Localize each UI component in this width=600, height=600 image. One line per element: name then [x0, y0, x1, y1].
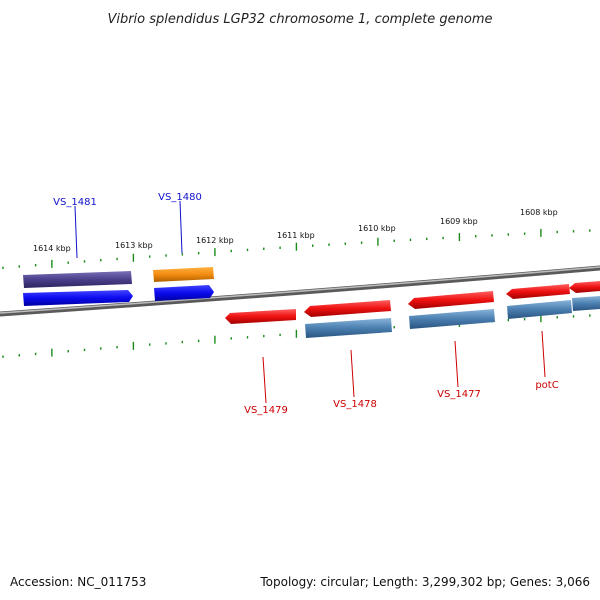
kbp-label-1610: 1610 kbp	[358, 224, 396, 233]
gene-vs1478-track1[interactable]	[304, 300, 391, 317]
leader-vs1480	[179, 200, 183, 254]
inner-tick-ring	[2, 314, 591, 358]
kbp-label-1608: 1608 kbp	[520, 208, 558, 217]
gene-vs1481-track1[interactable]	[23, 271, 132, 288]
gene-next-track1[interactable]	[569, 281, 600, 293]
gene-label-vs1481[interactable]: VS_1481	[53, 197, 97, 208]
gene-vs1477-track1[interactable]	[408, 291, 494, 309]
kbp-label-1614: 1614 kbp	[33, 244, 71, 253]
kbp-label-1613: 1613 kbp	[115, 241, 153, 250]
leader-vs1481	[74, 205, 78, 259]
gene-label-potc[interactable]: potC	[535, 380, 558, 391]
accession-text: Accession: NC_011753	[10, 575, 146, 589]
kbp-label-1611: 1611 kbp	[277, 231, 315, 240]
leader-potc	[541, 330, 546, 378]
gene-label-vs1479[interactable]: VS_1479	[244, 405, 288, 416]
gene-vs1480-track2[interactable]	[154, 285, 214, 301]
chromosome-backbone-highlight	[0, 266, 600, 314]
gene-label-vs1478[interactable]: VS_1478	[333, 399, 377, 410]
outer-tick-ring	[2, 228, 591, 269]
leader-vs1477	[454, 340, 459, 388]
leader-vs1479	[262, 356, 267, 404]
gene-vs1481-track2[interactable]	[23, 290, 133, 306]
chromosome-backbone	[0, 265, 600, 317]
kbp-label-1612: 1612 kbp	[196, 236, 234, 245]
gene-vs1477-track2[interactable]	[409, 309, 495, 329]
gene-label-vs1477[interactable]: VS_1477	[437, 389, 481, 400]
map-title: Vibrio splendidus LGP32 chromosome 1, co…	[107, 12, 492, 27]
gene-vs1478-track2[interactable]	[305, 318, 392, 338]
gene-vs1479[interactable]	[225, 309, 296, 324]
gene-potc-track1[interactable]	[506, 284, 570, 299]
gene-potc-track2[interactable]	[507, 300, 572, 319]
leader-vs1478	[350, 349, 355, 398]
gene-label-vs1480[interactable]: VS_1480	[158, 192, 202, 203]
gene-vs1480-track1[interactable]	[153, 267, 214, 282]
kbp-label-1609: 1609 kbp	[440, 217, 478, 226]
summary-text: Topology: circular; Length: 3,299,302 bp…	[259, 575, 590, 589]
gene-next-track2[interactable]	[572, 296, 600, 311]
